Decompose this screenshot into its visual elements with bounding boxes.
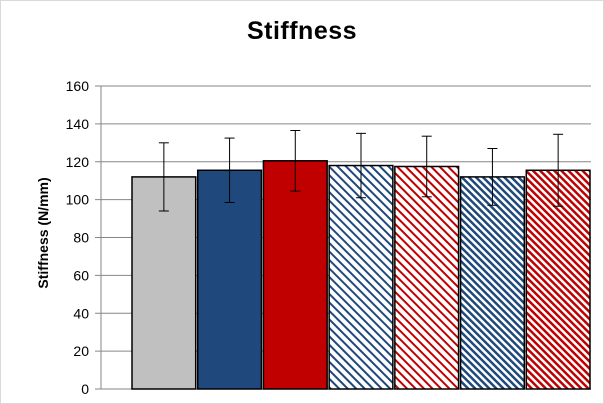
bar [394, 165, 460, 390]
bar [459, 176, 526, 390]
y-tick-label: 80 [73, 230, 89, 246]
chart-title: Stiffness [246, 17, 358, 45]
y-axis-label: Stiffness (N/mm) [35, 177, 51, 288]
y-tick-label: 40 [73, 305, 89, 321]
y-tick-label: 0 [81, 381, 89, 397]
bar [196, 169, 263, 390]
bar [328, 164, 394, 390]
bar [262, 160, 328, 390]
y-tick-label: 20 [73, 343, 89, 359]
y-tick-label: 140 [66, 116, 90, 132]
error-bars [158, 130, 564, 212]
y-tick-label: 120 [66, 154, 90, 170]
y-tick-label: 100 [66, 192, 90, 208]
bar [131, 176, 197, 390]
y-tick-label: 60 [73, 267, 89, 283]
y-tick-label: 160 [66, 78, 90, 94]
y-tick-labels: 0 20 40 60 80 100 120 140 160 [66, 78, 90, 397]
